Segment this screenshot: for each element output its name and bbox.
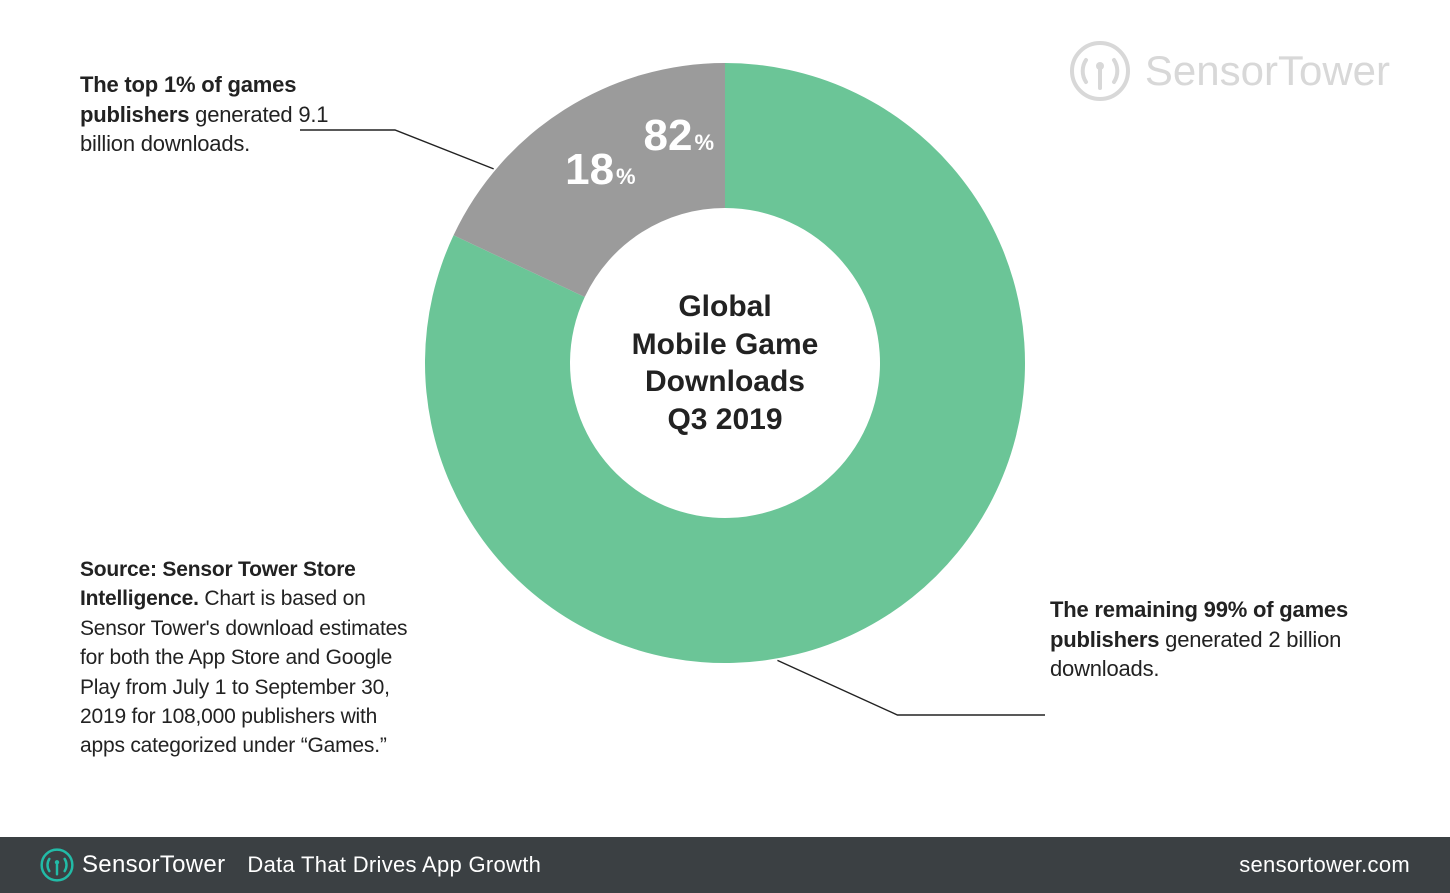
tower-icon [40, 848, 74, 882]
source-note: Source: Sensor Tower Store Intelligence.… [80, 555, 410, 761]
tower-icon [1069, 40, 1131, 102]
brand-logo-footer-text: SensorTower [82, 851, 225, 879]
brand-logo-top: SensorTower [1069, 40, 1390, 102]
footer-bar: SensorTower Data That Drives App Growth … [0, 837, 1450, 893]
slice-percent-remaining-value: 18 [565, 145, 614, 195]
slice-percent-top1: 82 % [643, 111, 714, 161]
footer-tagline: Data That Drives App Growth [247, 852, 541, 878]
chart-center-title: GlobalMobile GameDownloadsQ3 2019 [632, 288, 819, 438]
donut-chart: GlobalMobile GameDownloadsQ3 2019 82 % 1… [420, 58, 1030, 668]
slice-percent-remaining-sign: % [616, 164, 636, 190]
slice-percent-remaining: 18 % [565, 145, 636, 195]
source-note-rest: Chart is based on Sensor Tower's downloa… [80, 587, 407, 757]
callout-bottom-right: The remaining 99% of games publishers ge… [1050, 595, 1350, 684]
brand-logo-footer: SensorTower [40, 848, 225, 882]
slice-percent-top1-value: 82 [643, 111, 692, 161]
callout-top-left: The top 1% of games publishers generated… [80, 70, 340, 159]
footer-url: sensortower.com [1239, 852, 1410, 878]
brand-logo-text: SensorTower [1145, 47, 1390, 95]
footer-left: SensorTower Data That Drives App Growth [40, 848, 541, 882]
slice-percent-top1-sign: % [694, 130, 714, 156]
